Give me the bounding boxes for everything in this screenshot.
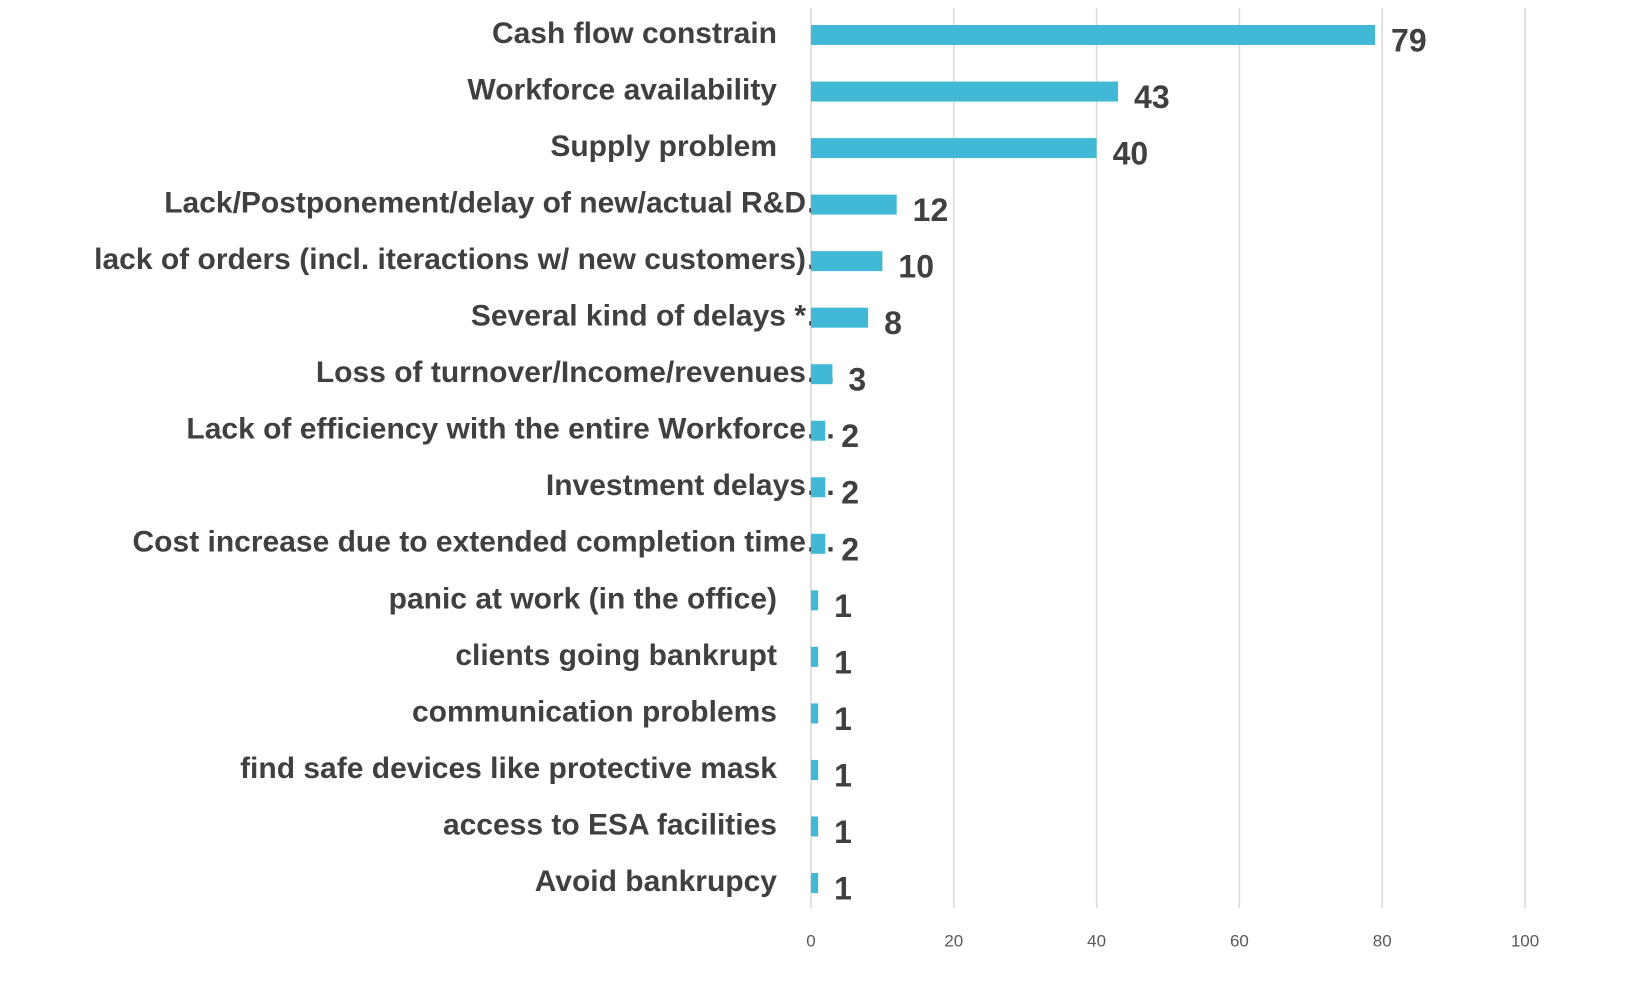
x-tick-label: 80 bbox=[1373, 931, 1392, 950]
x-tick-label: 100 bbox=[1511, 931, 1539, 950]
bar bbox=[811, 194, 897, 215]
value-label: 1 bbox=[834, 814, 852, 850]
bar bbox=[811, 307, 869, 328]
value-label: 1 bbox=[834, 757, 852, 793]
value-label: 43 bbox=[1134, 79, 1170, 115]
category-label: lack of orders (incl. iteractions w/ new… bbox=[94, 243, 836, 276]
value-label: 1 bbox=[834, 588, 852, 624]
category-label: communication problems bbox=[412, 695, 777, 728]
category-label: Several kind of delays *… bbox=[471, 300, 836, 333]
x-tick-label: 20 bbox=[944, 931, 963, 950]
bar bbox=[811, 873, 819, 893]
category-label: find safe devices like protective mask bbox=[240, 752, 777, 785]
category-label: Lack/Postponement/delay of new/actual R&… bbox=[164, 187, 836, 220]
bar bbox=[811, 477, 826, 498]
category-label: access to ESA facilities bbox=[443, 808, 777, 841]
bar bbox=[811, 590, 819, 611]
value-label: 3 bbox=[848, 362, 866, 398]
bar bbox=[811, 816, 819, 837]
bar bbox=[811, 25, 1376, 45]
value-label: 1 bbox=[834, 701, 852, 737]
category-label: Investment delays… bbox=[546, 469, 836, 502]
bar bbox=[811, 533, 826, 554]
category-label: clients going bankrupt bbox=[455, 639, 777, 672]
category-label: Avoid bankrupcy bbox=[535, 865, 778, 898]
value-label: 8 bbox=[884, 305, 902, 341]
x-tick-label: 40 bbox=[1087, 931, 1106, 950]
x-tick-label: 60 bbox=[1230, 931, 1249, 950]
category-label: Cost increase due to extended completion… bbox=[133, 526, 836, 559]
category-label: Loss of turnover/Income/revenues… bbox=[316, 356, 836, 389]
category-label: Cash flow constrain bbox=[492, 17, 777, 50]
value-label: 40 bbox=[1113, 136, 1149, 172]
bar bbox=[811, 759, 819, 780]
category-label: panic at work (in the office) bbox=[389, 582, 777, 615]
value-label: 2 bbox=[841, 418, 859, 454]
bar bbox=[811, 81, 1119, 102]
value-label: 10 bbox=[898, 249, 934, 285]
value-label: 2 bbox=[841, 475, 859, 511]
bar bbox=[811, 420, 826, 441]
category-label: Supply problem bbox=[550, 130, 777, 163]
value-label: 12 bbox=[913, 192, 949, 228]
value-label: 79 bbox=[1391, 22, 1427, 58]
x-tick-label: 0 bbox=[806, 931, 815, 950]
category-label: Workforce availability bbox=[467, 73, 777, 106]
value-label: 2 bbox=[841, 531, 859, 567]
bar bbox=[811, 364, 833, 385]
value-label: 1 bbox=[834, 870, 852, 906]
bar bbox=[811, 703, 819, 724]
bar bbox=[811, 646, 819, 667]
bar bbox=[811, 138, 1097, 159]
bar bbox=[811, 251, 883, 272]
value-label: 1 bbox=[834, 644, 852, 680]
category-label: Lack of efficiency with the entire Workf… bbox=[186, 413, 836, 446]
